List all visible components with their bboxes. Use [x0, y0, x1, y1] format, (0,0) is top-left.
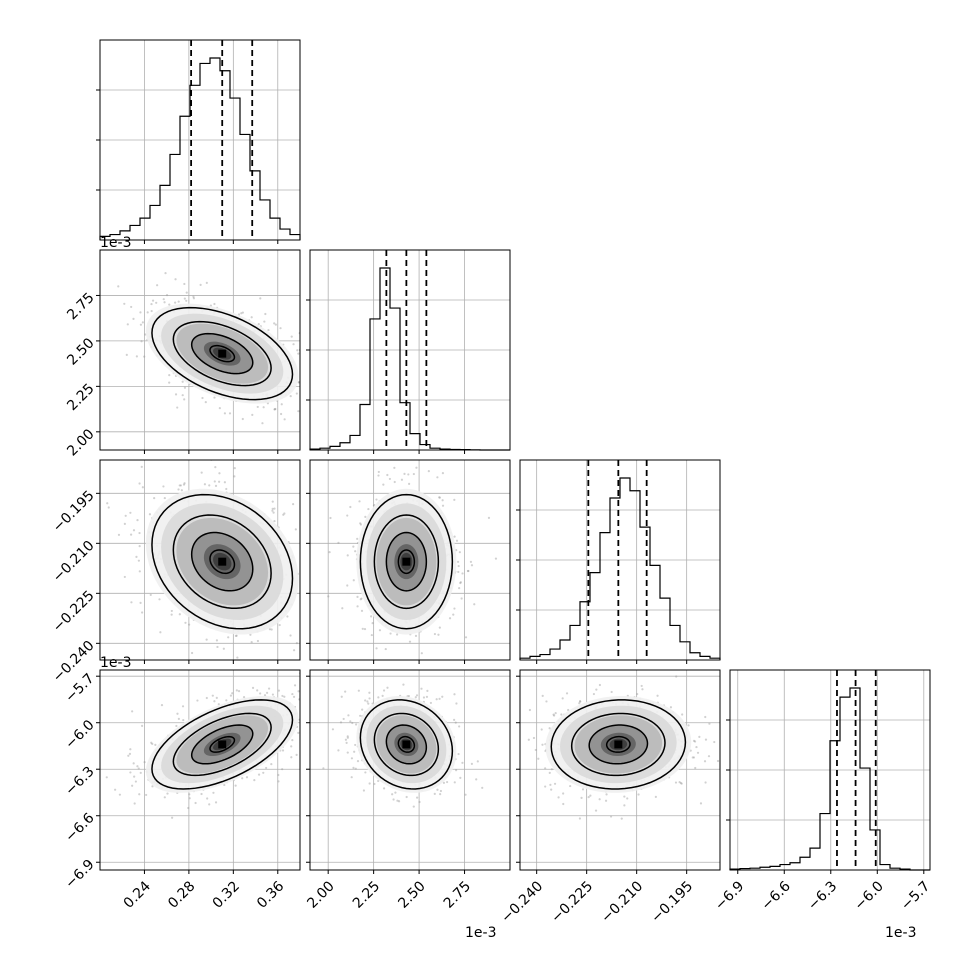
contour-line [359, 493, 454, 630]
y-tick-label: −0.225 [50, 588, 98, 636]
contour-line [385, 531, 428, 592]
x-tick-label: 2.50 [395, 878, 428, 911]
y-tick-label: 2.75 [64, 290, 97, 323]
contour-line [385, 724, 428, 765]
contour-line [172, 320, 272, 387]
x-tick-label: 0.32 [210, 878, 243, 911]
x-tick-label: 0.24 [121, 878, 154, 911]
panel-frame [99, 459, 301, 661]
x-tick-label: −6.0 [852, 878, 887, 913]
contour-line [588, 724, 649, 765]
contour-line [373, 514, 440, 610]
panel-frame [519, 669, 721, 871]
contour-line [209, 344, 236, 363]
histogram-step-3 [729, 687, 930, 871]
contour-line [397, 735, 416, 753]
x-offset-label: 1e-3 [465, 925, 496, 941]
panel-frame [519, 459, 721, 661]
y-offset-label: 1e-3 [100, 235, 131, 251]
contour-line [151, 493, 294, 630]
contour-line [605, 735, 631, 753]
x-tick-label: −6.9 [712, 878, 747, 913]
contour-line [190, 332, 254, 375]
contour-line [373, 712, 440, 777]
scatter-panel-3-2 [519, 669, 721, 871]
x-tick-label: −6.3 [805, 878, 840, 913]
x-tick-label: 0.28 [165, 878, 198, 911]
panel-frame [99, 669, 301, 871]
y-tick-label: −6.6 [62, 810, 97, 845]
contour-line [190, 531, 254, 592]
density-peak [402, 557, 411, 566]
x-tick-label: −5.7 [898, 878, 933, 913]
panel-frame [309, 249, 511, 451]
panel-frame [309, 459, 511, 661]
panel-frame [729, 669, 931, 871]
scatter-panel-3-1 [309, 669, 511, 871]
contour-line [151, 699, 294, 790]
scatter-panel-3-0 [99, 669, 301, 871]
panel-frame [99, 249, 301, 451]
scatter-panel-2-0 [99, 459, 301, 661]
x-tick-label: 0.36 [254, 878, 287, 911]
hist-panel-1 [306, 249, 511, 451]
density-peak [614, 740, 623, 749]
x-tick-label: −0.225 [548, 878, 596, 926]
density-peak [218, 740, 227, 749]
y-tick-label: 2.25 [64, 381, 97, 414]
y-tick-label: −6.0 [62, 717, 97, 752]
panel-frame [99, 39, 301, 241]
scatter-panel-1-0 [99, 249, 301, 451]
contour-line [209, 549, 236, 575]
x-tick-label: −6.6 [759, 878, 794, 913]
density-peak [402, 740, 411, 749]
x-tick-label: 2.75 [441, 878, 474, 911]
x-tick-label: 2.25 [350, 878, 383, 911]
contour-line [172, 514, 272, 610]
contour-line [359, 699, 454, 790]
panel-frame [309, 669, 511, 871]
contour-line [190, 724, 254, 765]
hist-panel-3 [726, 669, 931, 871]
x-tick-label: −0.195 [648, 878, 696, 926]
y-offset-label: 1e-3 [100, 655, 131, 671]
x-tick-label: 2.00 [304, 878, 337, 911]
hist-panel-2 [516, 459, 721, 661]
y-tick-label: −6.3 [62, 764, 97, 799]
contour-line [550, 699, 687, 790]
x-offset-label: 1e-3 [885, 925, 916, 941]
contour-line [397, 549, 416, 575]
contour-line [172, 712, 272, 777]
density-peak [218, 557, 227, 566]
y-tick-label: 2.00 [64, 426, 97, 459]
contour-line [151, 306, 294, 401]
y-tick-label: −0.195 [50, 488, 98, 536]
hist-panel-0 [96, 39, 301, 241]
x-tick-label: −0.240 [498, 878, 546, 926]
x-tick-label: −0.210 [598, 878, 646, 926]
density-peak [218, 349, 227, 358]
histogram-step-2 [519, 477, 721, 660]
contour-line [209, 735, 236, 753]
contour-line [570, 712, 666, 777]
scatter-panel-2-1 [309, 459, 511, 661]
y-tick-label: −6.9 [62, 857, 97, 892]
y-tick-label: 2.50 [64, 335, 97, 368]
y-tick-label: −0.210 [50, 538, 98, 586]
histogram-step-0 [99, 57, 301, 240]
